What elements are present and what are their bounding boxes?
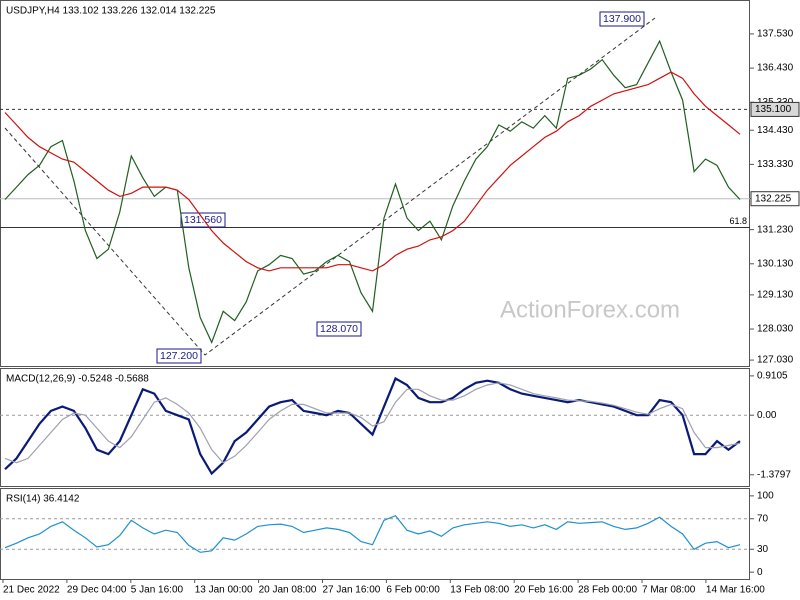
y-tick-label: 127.030 xyxy=(757,355,794,366)
annotation: 128.070 xyxy=(320,323,358,335)
annotation-box xyxy=(599,11,645,27)
y-tick-label: 0.9105 xyxy=(757,371,788,382)
y-tick-label: 0 xyxy=(757,567,763,578)
price-tag xyxy=(750,191,800,207)
annotation-box xyxy=(156,348,202,364)
x-tick-label: 20 Feb 16:00 xyxy=(514,585,573,596)
panel-frame xyxy=(0,488,750,580)
x-tick-label: 21 Dec 2022 xyxy=(3,585,60,596)
watermark: ActionForex.com xyxy=(500,296,680,323)
level-label: 61.8 xyxy=(729,216,747,226)
y-tick-label: 0.00 xyxy=(757,410,777,421)
y-tick-label: 133.330 xyxy=(757,159,794,170)
series-line xyxy=(4,71,741,272)
annotation: 127.200 xyxy=(160,350,198,362)
panel-title: RSI(14) 36.4142 xyxy=(6,494,80,505)
x-tick-label: 27 Jan 16:00 xyxy=(323,585,381,596)
y-tick-label: 128.030 xyxy=(757,324,794,335)
price-tag-label: 135.100 xyxy=(755,104,792,115)
price-tag xyxy=(750,101,800,117)
series-line xyxy=(4,382,741,464)
fib-line xyxy=(4,17,656,356)
annotation-box xyxy=(316,321,362,337)
y-tick-label: 137.530 xyxy=(757,29,794,40)
y-tick-label: 131.230 xyxy=(757,224,794,235)
x-tick-label: 5 Jan 16:00 xyxy=(131,585,184,596)
x-tick-label: 20 Jan 08:00 xyxy=(259,585,317,596)
annotation-box xyxy=(180,212,226,228)
x-tick-label: 28 Feb 00:00 xyxy=(578,585,637,596)
x-tick-label: 7 Mar 08:00 xyxy=(642,585,696,596)
y-tick-label: 134.430 xyxy=(757,125,794,136)
y-tick-label: 70 xyxy=(757,513,769,524)
y-tick-label: 136.430 xyxy=(757,63,794,74)
series-line xyxy=(4,39,741,344)
x-tick-label: 6 Feb 00:00 xyxy=(386,585,440,596)
panel-frame xyxy=(0,368,750,487)
annotation: 137.900 xyxy=(603,13,641,25)
y-tick-label: 100 xyxy=(757,491,774,502)
panel-title: USDJPY,H4 133.102 133.226 132.014 132.22… xyxy=(6,6,216,17)
x-tick-label: 14 Mar 16:00 xyxy=(706,585,765,596)
series-line xyxy=(4,376,741,476)
y-tick-label: 130.130 xyxy=(757,258,794,269)
x-tick-label: 29 Dec 04:00 xyxy=(67,585,127,596)
y-tick-label: -1.3797 xyxy=(757,469,791,480)
series-line xyxy=(4,514,741,553)
panel-title: MACD(12,26,9) -0.5248 -0.5688 xyxy=(6,374,149,385)
panel-frame xyxy=(0,0,750,367)
y-tick-label: 30 xyxy=(757,544,769,555)
x-tick-label: 13 Feb 08:00 xyxy=(450,585,509,596)
y-tick-label: 129.130 xyxy=(757,290,794,301)
x-tick-label: 13 Jan 00:00 xyxy=(195,585,253,596)
price-tag-label: 132.225 xyxy=(755,193,792,204)
